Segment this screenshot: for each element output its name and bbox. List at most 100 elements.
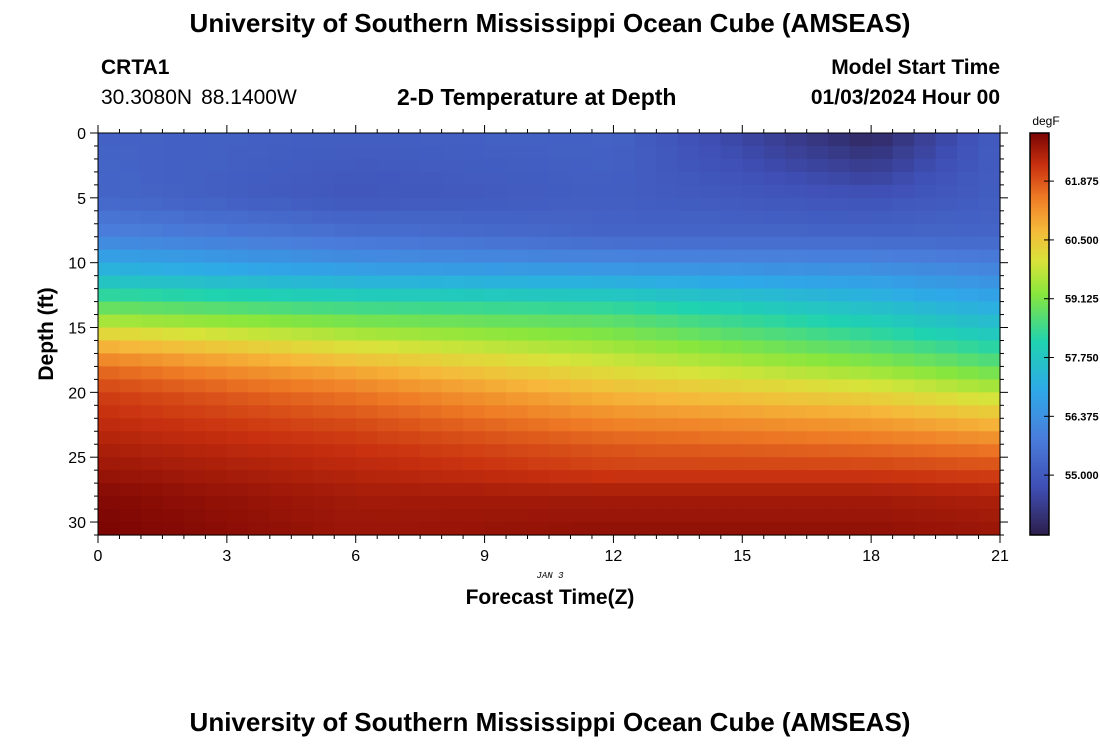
heatmap-cell <box>119 236 142 251</box>
heatmap-cell <box>742 288 765 303</box>
heatmap-cell <box>849 431 872 445</box>
heatmap-cell <box>140 379 164 393</box>
heatmap-cell <box>806 470 829 484</box>
heatmap-cell <box>441 470 464 484</box>
heatmap-cell <box>914 444 937 458</box>
heatmap-cell <box>377 522 400 536</box>
heatmap-cell <box>484 522 507 536</box>
heatmap-cell <box>549 262 572 277</box>
heatmap-cell <box>914 210 937 225</box>
heatmap-cell <box>119 444 142 458</box>
heatmap-cell <box>269 353 292 368</box>
heatmap-cell <box>656 275 679 290</box>
heatmap-cell <box>549 522 572 536</box>
heatmap-cell <box>957 353 980 368</box>
heatmap-cell <box>506 158 529 173</box>
heatmap-cell <box>570 184 593 199</box>
heatmap-cell <box>978 366 1001 380</box>
heatmap-cell <box>334 457 357 471</box>
heatmap-cell <box>420 496 443 510</box>
heatmap-cell <box>849 418 872 432</box>
heatmap-cell <box>892 145 915 160</box>
heatmap-cell <box>484 262 507 277</box>
heatmap-cell <box>699 133 722 147</box>
heatmap-cell <box>162 133 185 147</box>
heatmap-cell <box>871 171 894 186</box>
heatmap-cell <box>420 145 443 160</box>
heatmap-cell <box>763 210 786 225</box>
heatmap-cell <box>720 483 743 497</box>
heatmap-cell <box>506 496 529 510</box>
heatmap-cell <box>355 133 378 147</box>
heatmap-cell <box>334 301 357 316</box>
heatmap-cell <box>871 210 894 225</box>
heatmap-cell <box>355 327 378 342</box>
x-tick-label: 6 <box>351 548 360 565</box>
heatmap-cell <box>527 392 550 406</box>
heatmap-cell <box>677 457 700 471</box>
heatmap-cell <box>269 249 292 264</box>
heatmap-cell <box>248 353 271 368</box>
heatmap-cell <box>549 236 572 251</box>
heatmap-cell <box>506 275 529 290</box>
heatmap-cell <box>742 145 765 160</box>
heatmap-cell <box>613 496 636 510</box>
heatmap-cell <box>291 210 314 225</box>
heatmap-cell <box>742 470 765 484</box>
heatmap-cell <box>377 301 400 316</box>
x-axis: 0 3 6 9 12 15 18 21 <box>94 125 1009 565</box>
heatmap-cell <box>98 418 121 432</box>
heatmap-cell <box>591 379 615 393</box>
heatmap-cell <box>828 145 851 160</box>
heatmap-cell <box>377 197 400 212</box>
heatmap-cell <box>291 223 314 238</box>
heatmap-cell <box>785 353 808 368</box>
heatmap-cell <box>957 236 980 251</box>
heatmap-cell <box>656 158 679 173</box>
heatmap-cell <box>570 444 593 458</box>
heatmap-cell <box>742 522 765 536</box>
heatmap-cell <box>162 444 185 458</box>
heatmap-cell <box>978 275 1001 290</box>
heatmap-cell <box>978 483 1001 497</box>
heatmap-cell <box>226 405 249 419</box>
heatmap-cell <box>248 158 271 173</box>
heatmap-cell <box>742 184 765 199</box>
heatmap-cell <box>98 444 121 458</box>
heatmap-cell <box>162 418 185 432</box>
heatmap-cell <box>914 470 937 484</box>
heatmap-cell <box>205 133 228 147</box>
heatmap-cell <box>441 301 464 316</box>
heatmap-cell <box>183 133 206 147</box>
heatmap-cell <box>591 145 615 160</box>
heatmap-cell <box>355 496 378 510</box>
heatmap-cell <box>634 288 657 303</box>
heatmap-cell <box>935 457 958 471</box>
heatmap-cell <box>957 288 980 303</box>
heatmap-cell <box>699 158 722 173</box>
heatmap-cell <box>312 197 335 212</box>
heatmap-cell <box>591 171 615 186</box>
heatmap-cell <box>720 353 743 368</box>
heatmap-cell <box>914 262 937 277</box>
heatmap-cell <box>119 288 142 303</box>
heatmap-cell <box>656 340 679 355</box>
heatmap-cell <box>119 301 142 316</box>
heatmap-cell <box>957 133 980 147</box>
heatmap-cell <box>463 366 486 380</box>
heatmap-cell <box>742 158 765 173</box>
heatmap-cell <box>205 236 228 251</box>
heatmap-cell <box>226 379 249 393</box>
heatmap-cell <box>957 522 980 536</box>
heatmap-cell <box>935 444 958 458</box>
heatmap-cell <box>377 171 400 186</box>
heatmap-cell <box>634 392 657 406</box>
heatmap-cell <box>656 379 679 393</box>
heatmap-cell <box>420 457 443 471</box>
heatmap-cell <box>549 496 572 510</box>
heatmap-cell <box>355 405 378 419</box>
heatmap-cell <box>677 184 700 199</box>
heatmap-cell <box>591 327 615 342</box>
heatmap-cell <box>570 301 593 316</box>
heatmap-cell <box>720 392 743 406</box>
